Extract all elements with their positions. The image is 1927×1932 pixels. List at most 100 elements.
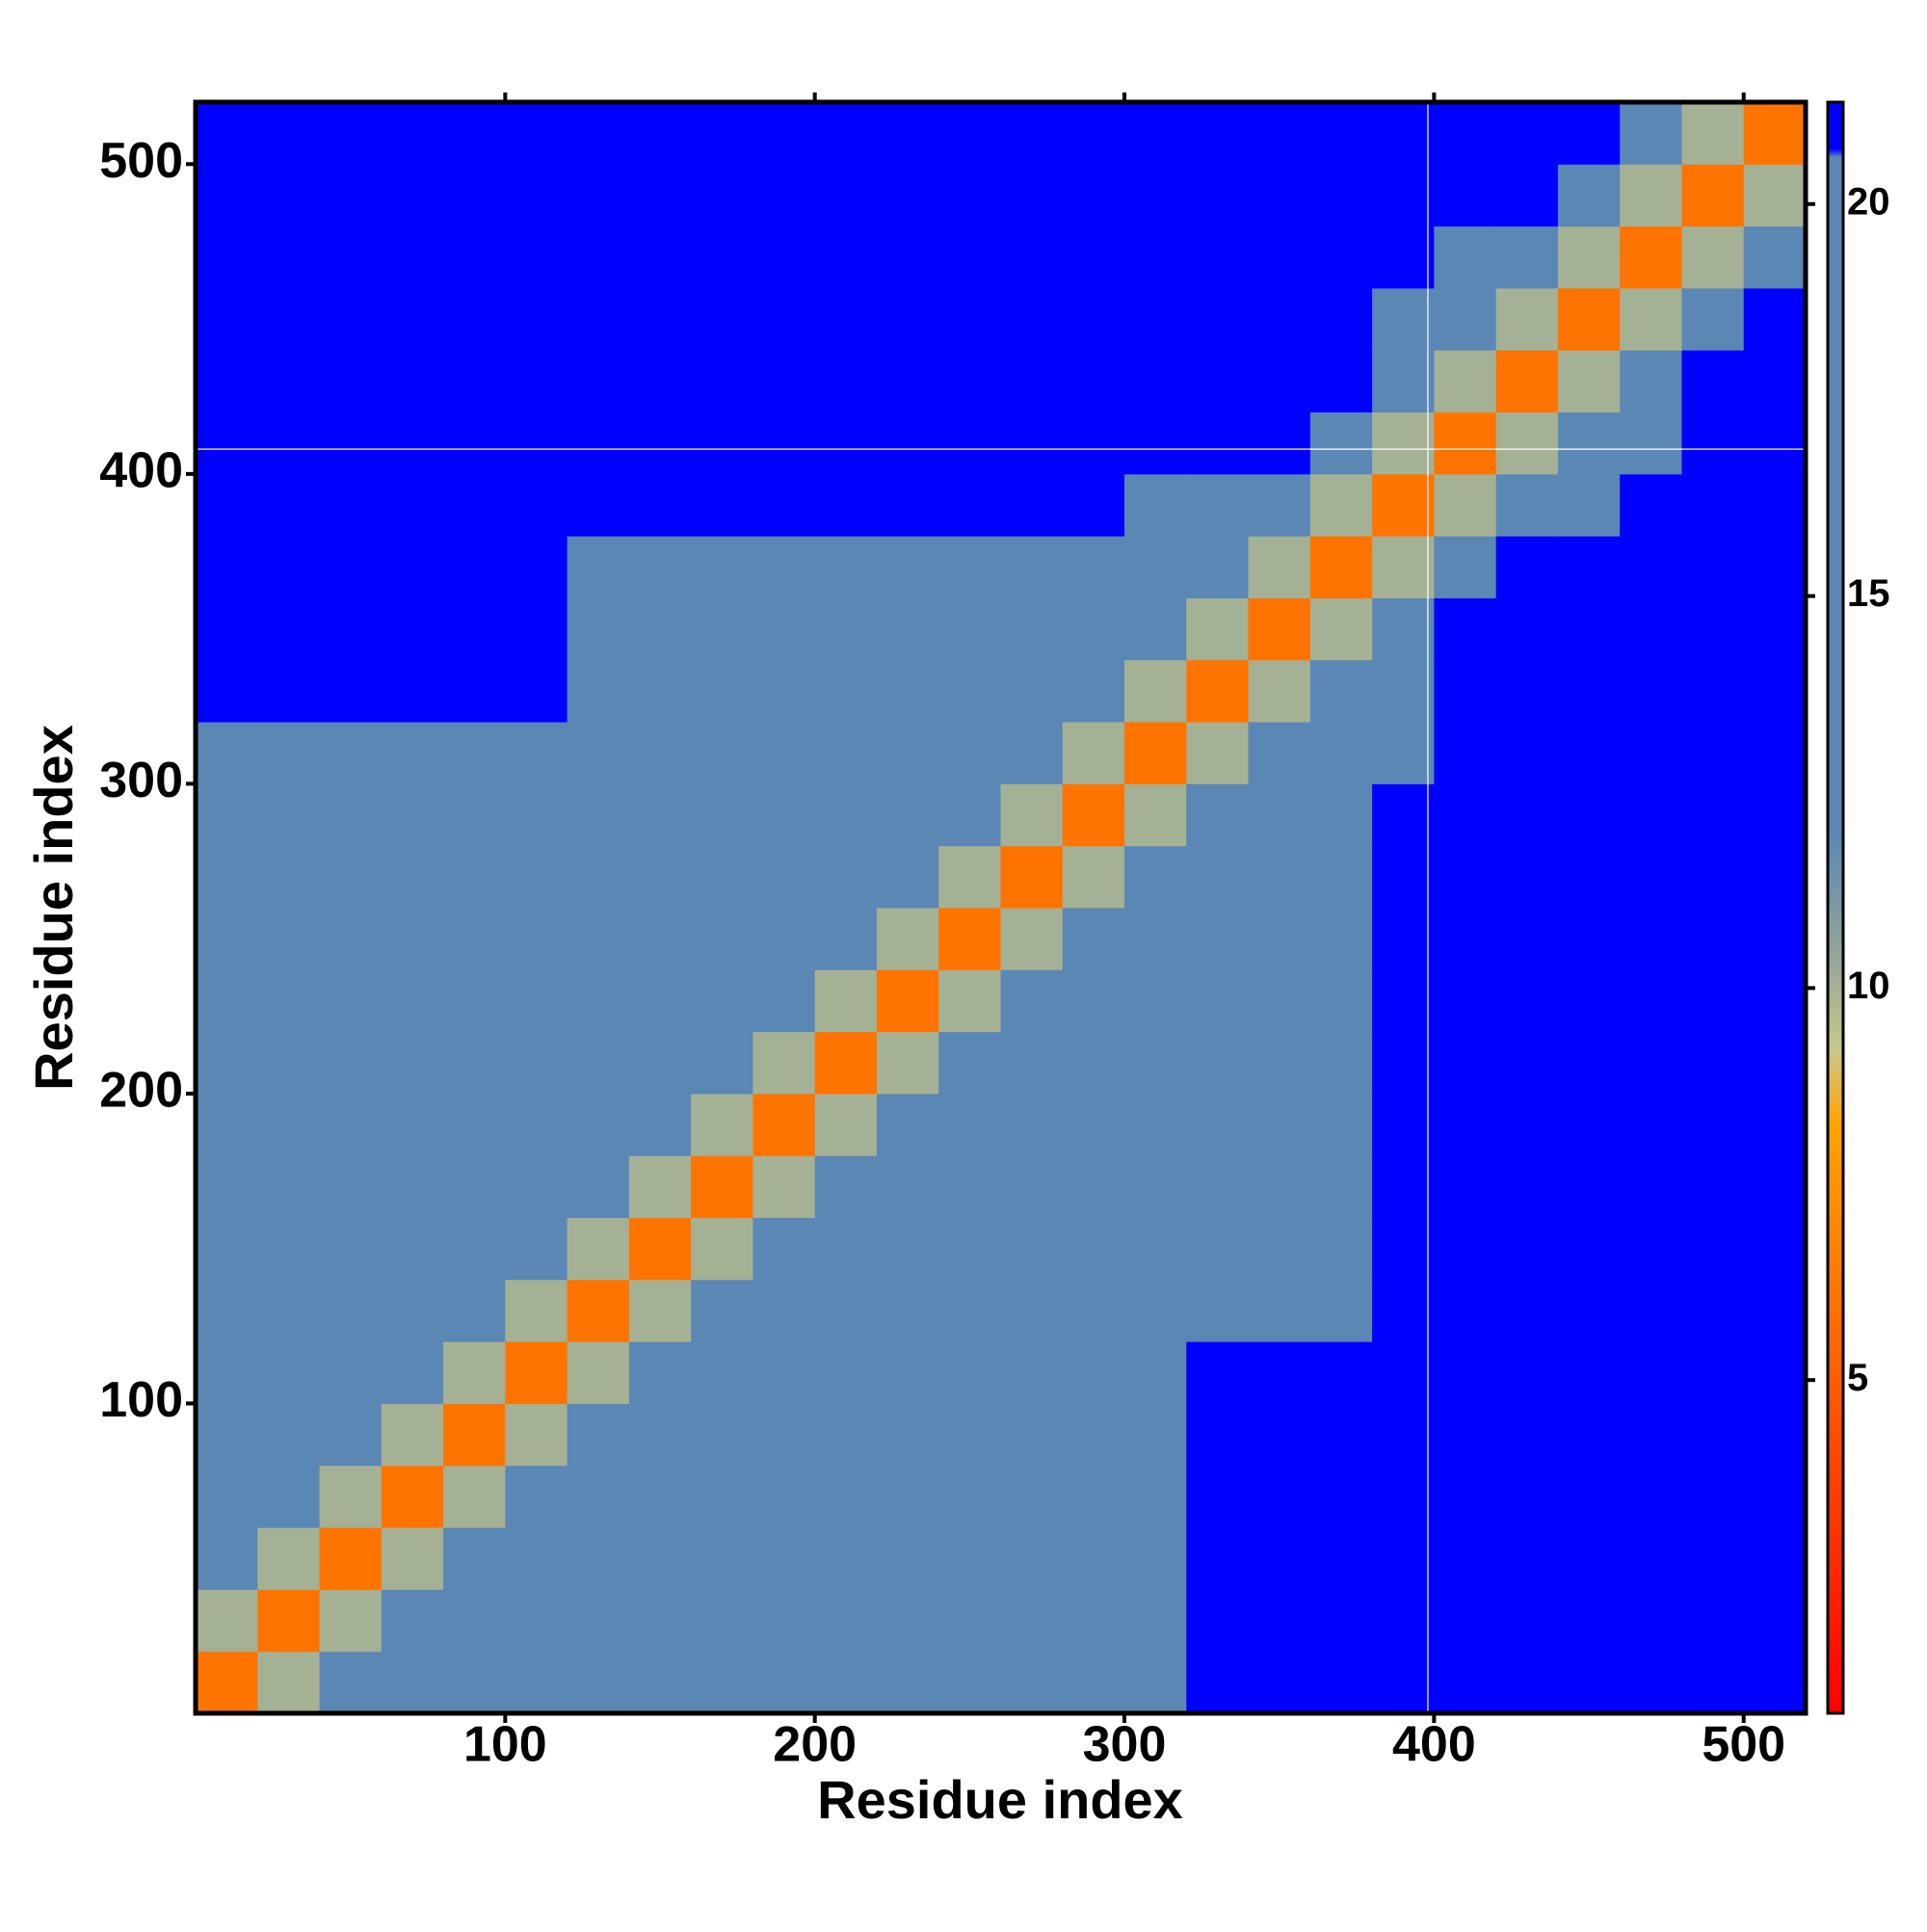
heatmap-cell	[1372, 1031, 1435, 1095]
heatmap-cell	[319, 969, 383, 1033]
heatmap-cell	[1681, 350, 1745, 413]
heatmap-cell	[628, 473, 692, 537]
heatmap-cell	[1620, 1465, 1682, 1528]
heatmap-cell	[1309, 411, 1373, 475]
heatmap-cell	[1248, 659, 1311, 723]
heatmap-cell	[1000, 1279, 1064, 1342]
heatmap-cell	[691, 287, 753, 351]
heatmap-cell	[505, 845, 568, 909]
heatmap-cell	[1062, 845, 1125, 909]
heatmap-cell	[1248, 1465, 1311, 1528]
heatmap-cell	[876, 225, 939, 289]
heatmap-cell	[1620, 287, 1682, 351]
heatmap-cell	[1309, 1031, 1373, 1095]
heatmap-cell	[1186, 473, 1250, 537]
heatmap-cell	[567, 1155, 630, 1219]
heatmap-cell	[938, 783, 1001, 847]
heatmap-cell	[1681, 1589, 1745, 1653]
heatmap-cell	[1062, 287, 1125, 351]
heatmap-cell	[1495, 164, 1559, 227]
heatmap-cell	[1372, 783, 1435, 847]
heatmap-cell	[1248, 1589, 1311, 1653]
heatmap-cell	[1062, 783, 1125, 847]
heatmap	[196, 102, 1807, 1714]
heatmap-cell	[1557, 350, 1621, 413]
heatmap-cell	[876, 659, 939, 723]
heatmap-cell	[1743, 908, 1807, 970]
heatmap-cell	[1495, 536, 1559, 598]
heatmap-cell	[691, 1589, 753, 1653]
heatmap-cell	[691, 473, 753, 537]
heatmap-cell	[1434, 1651, 1497, 1714]
heatmap-cell	[1186, 411, 1250, 475]
heatmap-cell	[1681, 1279, 1745, 1342]
heatmap-cell	[938, 908, 1001, 970]
heatmap-cell	[1743, 1341, 1807, 1404]
heatmap-cell	[1248, 350, 1311, 413]
heatmap-cell	[1372, 1341, 1435, 1404]
heatmap-cell	[1495, 1155, 1559, 1219]
heatmap-cell	[1372, 1155, 1435, 1219]
heatmap-cell	[1620, 845, 1682, 909]
heatmap-cell	[381, 1465, 444, 1528]
heatmap-cell	[319, 659, 383, 723]
x-tick-label: 100	[463, 1717, 547, 1773]
heatmap-cell	[814, 722, 878, 784]
heatmap-cell	[814, 1279, 878, 1342]
heatmap-cell	[1495, 350, 1559, 413]
heatmap-cell	[628, 659, 692, 723]
heatmap-cell	[1495, 411, 1559, 475]
heatmap-cell	[876, 1031, 939, 1095]
heatmap-cell	[814, 1155, 878, 1219]
heatmap-cell	[505, 1217, 568, 1281]
heatmap-cell	[1248, 1341, 1311, 1404]
heatmap-cell	[1186, 969, 1250, 1033]
heatmap-cell	[319, 164, 383, 227]
heatmap-cell	[505, 1341, 568, 1404]
heatmap-cell	[1681, 659, 1745, 723]
heatmap-cell	[567, 722, 630, 784]
heatmap-cell	[443, 102, 506, 165]
heatmap-cell	[1495, 908, 1559, 970]
heatmap-cell	[876, 722, 939, 784]
heatmap-cell	[1124, 1589, 1187, 1653]
heatmap-cell	[1681, 1403, 1745, 1467]
heatmap-cell	[505, 597, 568, 661]
x-tick-label: 500	[1702, 1717, 1785, 1773]
heatmap-cell	[1186, 1279, 1250, 1342]
heatmap-cell	[505, 102, 568, 165]
heatmap-cell	[1681, 722, 1745, 784]
heatmap-cell	[691, 1465, 753, 1528]
heatmap-cell	[1062, 473, 1125, 537]
heatmap-cell	[443, 1093, 506, 1156]
heatmap-cell	[938, 1527, 1001, 1590]
heatmap-cell	[257, 1651, 321, 1714]
heatmap-cell	[443, 1279, 506, 1342]
heatmap-cell	[443, 287, 506, 351]
heatmap-cell	[443, 1527, 506, 1590]
heatmap-cell	[628, 1155, 692, 1219]
heatmap-cell	[319, 536, 383, 598]
heatmap-cell	[1000, 659, 1064, 723]
heatmap-cell	[1557, 1589, 1621, 1653]
heatmap-cell	[1681, 1527, 1745, 1590]
heatmap-cell	[319, 1155, 383, 1219]
heatmap-cell	[1062, 969, 1125, 1033]
heatmap-cell	[1062, 1217, 1125, 1281]
heatmap-cell	[876, 1341, 939, 1404]
heatmap-cell	[691, 102, 753, 165]
heatmap-cell	[752, 597, 816, 661]
heatmap-cell	[876, 411, 939, 475]
heatmap-cell	[381, 969, 444, 1033]
heatmap-cell	[752, 908, 816, 970]
heatmap-cell	[257, 845, 321, 909]
heatmap-cell	[1124, 225, 1187, 289]
heatmap-cell	[814, 1651, 878, 1714]
heatmap-cell	[1186, 1217, 1250, 1281]
heatmap-cell	[814, 1031, 878, 1095]
heatmap-cell	[505, 1651, 568, 1714]
heatmap-cell	[1681, 411, 1745, 475]
heatmap-cell	[257, 1093, 321, 1156]
heatmap-cell	[691, 1031, 753, 1095]
y-tick-label: 300	[99, 753, 183, 808]
